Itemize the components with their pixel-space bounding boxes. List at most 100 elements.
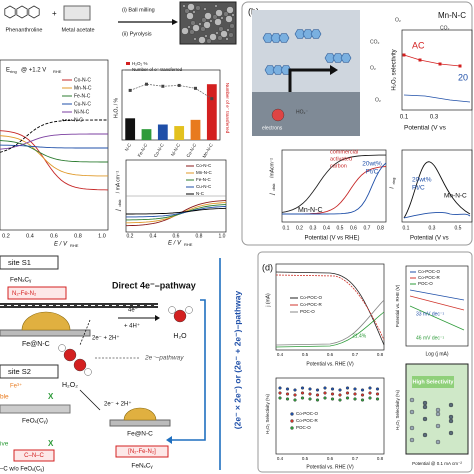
lsv-curve — [275, 299, 385, 346]
label: site S2 — [8, 367, 31, 376]
disk-curve — [126, 207, 227, 215]
label: 0.6 — [50, 233, 58, 239]
atom — [63, 348, 77, 362]
point — [338, 393, 342, 397]
label: (ii) Pyrolysis — [122, 31, 152, 37]
sem-grain — [187, 25, 191, 29]
sem-grain — [181, 27, 189, 35]
molecule — [272, 65, 284, 75]
atom — [84, 368, 92, 376]
electron-line — [130, 83, 213, 99]
label: ring — [10, 69, 17, 74]
sem-grain — [201, 17, 207, 23]
legend-swatch — [290, 412, 294, 416]
flow-arrow — [172, 299, 206, 441]
point — [285, 387, 290, 391]
label: disk — [117, 199, 122, 206]
point — [353, 397, 357, 401]
label: –C w/o FeOₓ(Cᵧ) — [0, 467, 44, 473]
label: 0.1 — [283, 225, 290, 231]
sem-grain — [226, 6, 234, 14]
structure-atom — [422, 400, 428, 406]
label: POC-O — [418, 281, 433, 286]
label: 0.4 — [277, 352, 284, 357]
point — [323, 391, 327, 395]
label: RHE — [53, 69, 62, 74]
site-box — [13, 449, 55, 462]
label: 0.2 — [127, 233, 134, 239]
site-box — [115, 445, 169, 458]
label: H₂O₂ — [62, 382, 78, 389]
label: (2e⁻ × 2e⁻) or (2e⁻ + 2e⁻)–pathway — [232, 291, 242, 430]
label: Cu-N-C — [196, 184, 212, 189]
structure-atom — [435, 407, 441, 413]
label: 0.8 — [196, 233, 203, 239]
point — [315, 388, 320, 392]
point — [308, 392, 312, 396]
label: N₂-Fe-N₂ — [12, 291, 37, 297]
plot-frame — [275, 377, 385, 455]
label: 0.8 — [377, 352, 384, 357]
flow-arrow — [288, 68, 330, 92]
metal-acetate-icon — [63, 5, 91, 21]
label: X — [48, 392, 54, 401]
plot-frame — [401, 29, 473, 111]
sem-grain — [215, 31, 219, 35]
label: 0.3 — [310, 225, 317, 231]
sem-grain — [231, 13, 235, 17]
sem-grain — [203, 21, 211, 29]
label: 46 mV dec⁻¹ — [416, 335, 445, 341]
label: Potential (V vs — [404, 125, 447, 132]
label: 0.6 — [327, 456, 334, 461]
point — [293, 388, 297, 392]
label: electrons — [262, 125, 283, 131]
label: POC-O — [296, 425, 311, 430]
bar — [157, 124, 168, 140]
sem-grain — [218, 26, 224, 32]
label: RHE — [70, 243, 79, 248]
sem-grain — [229, 23, 235, 29]
label: H₂O₂ / % — [113, 97, 119, 118]
label: Potential (V vs — [410, 236, 449, 242]
sem-grain — [215, 9, 223, 17]
label: Co-N-C — [74, 77, 91, 83]
label: FeNₓCᵧ — [10, 277, 32, 284]
label: 0.5 — [337, 225, 344, 231]
label: H₂O₂ Selectivity (%) — [395, 389, 400, 430]
label: 2e⁻–pathway — [144, 355, 184, 362]
label: 0.7 — [352, 352, 359, 357]
lsv-curve — [275, 311, 385, 348]
label: Potential vs. RHE (V) — [395, 284, 400, 327]
sem-grain — [203, 7, 207, 11]
label: 0.1 — [400, 115, 409, 121]
point — [418, 58, 422, 62]
label: Direct 4e⁻–pathway — [112, 280, 196, 290]
label: Potential @ 0.1 mA cm⁻² — [412, 461, 462, 466]
legend-swatch — [290, 426, 294, 430]
structure-atom — [448, 430, 454, 436]
label: 33 mV dec⁻¹ — [416, 311, 445, 317]
molecule — [278, 33, 290, 43]
sem-grain — [192, 10, 196, 14]
label: Cu-N-C — [74, 101, 91, 107]
lsv-curve — [275, 274, 385, 341]
label: FeOₓ(Cᵧ) — [22, 418, 48, 425]
structure-atom — [409, 397, 415, 403]
label: Fe³⁺ — [10, 383, 22, 390]
sem-grain — [228, 32, 234, 38]
sem-grain — [220, 30, 228, 38]
point — [323, 396, 327, 400]
bar — [190, 119, 201, 140]
point — [300, 396, 305, 400]
label: 0.4 — [277, 456, 284, 461]
label: Fe@N-C — [127, 431, 153, 438]
label: Pt/C — [366, 169, 379, 176]
particle — [123, 407, 157, 421]
label: j — [270, 193, 276, 196]
point — [368, 386, 372, 390]
sem-grain — [195, 5, 201, 11]
label: 0.7 — [352, 456, 359, 461]
site-box — [0, 255, 59, 270]
label: Pt/C — [412, 185, 425, 192]
label: site S1 — [8, 258, 31, 267]
